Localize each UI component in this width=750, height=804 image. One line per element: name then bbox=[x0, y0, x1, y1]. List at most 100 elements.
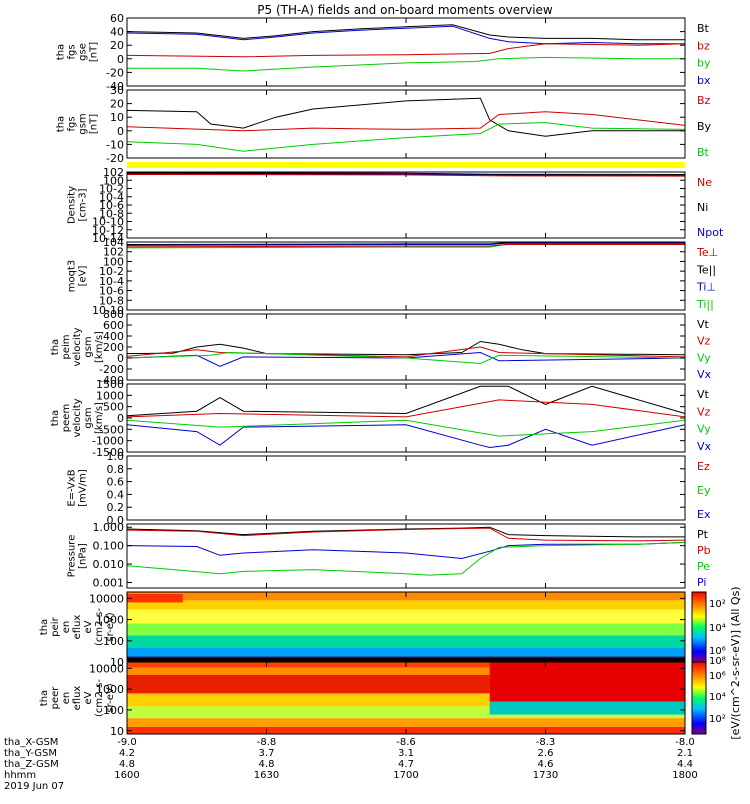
y-tick-label: 1.000 bbox=[93, 521, 125, 534]
legend-ez: Ez bbox=[697, 460, 710, 473]
y-tick-label: 0 bbox=[117, 53, 124, 66]
legend-npot: Npot bbox=[697, 226, 724, 239]
y-axis-label: tha bbox=[39, 690, 50, 706]
y-tick-label: 1000 bbox=[96, 614, 124, 627]
panel-6-series-4 bbox=[126, 399, 686, 418]
x-axis-tick-value: 2.1 bbox=[677, 748, 693, 759]
panel-1-series-1 bbox=[126, 25, 685, 45]
y-tick-label: 0.8 bbox=[107, 463, 125, 476]
legend-pi: Pi bbox=[697, 576, 706, 589]
y-tick-label: 102 bbox=[103, 246, 124, 259]
y-axis-label: eflux bbox=[72, 686, 83, 711]
x-axis-tick-value: -8.8 bbox=[257, 737, 277, 748]
panel-2-series-2 bbox=[126, 111, 686, 132]
panel-1-series-3 bbox=[126, 43, 686, 58]
plot-title: P5 (TH-A) fields and on-board moments ov… bbox=[257, 3, 553, 17]
y-axis-label: peem bbox=[61, 404, 72, 432]
y-tick-label: 10-14 bbox=[92, 232, 124, 245]
y-axis-label: fgs bbox=[67, 44, 78, 59]
y-axis-label: fgs bbox=[67, 116, 78, 131]
y-tick-label: 0.4 bbox=[107, 488, 125, 501]
y-tick-label: -500 bbox=[99, 423, 124, 436]
y-tick-label: 104 bbox=[103, 236, 124, 249]
spectrogram-band bbox=[127, 706, 685, 719]
x-axis-row-label: tha_Y-GSM bbox=[4, 748, 57, 759]
y-tick-label: 800 bbox=[103, 308, 124, 321]
y-axis-label: moqt3 bbox=[67, 260, 78, 293]
y-tick-label: 500 bbox=[103, 401, 124, 414]
y-tick-label: 20 bbox=[110, 98, 124, 111]
panel-8-series-2 bbox=[126, 527, 686, 542]
y-axis-label: tha bbox=[50, 339, 61, 355]
x-axis-tick-value: 4.8 bbox=[119, 759, 135, 770]
panel-frame bbox=[126, 241, 686, 311]
y-tick-label: 100 bbox=[103, 255, 124, 268]
y-axis-label: (cm2-s- bbox=[94, 608, 105, 646]
x-axis-row-label: tha_Z-GSM bbox=[4, 759, 59, 770]
y-axis-label: peim bbox=[61, 334, 72, 359]
spectrogram-band bbox=[127, 609, 685, 624]
colorbar-tick-label: 10² bbox=[709, 599, 726, 610]
y-axis-label: (cm2-s- bbox=[94, 679, 105, 717]
y-axis-label: peir bbox=[50, 616, 61, 636]
y-tick-label: 10-10 bbox=[92, 216, 124, 229]
colorbar-tick-label: 10² bbox=[709, 714, 726, 725]
legend-ni: Ni bbox=[697, 201, 708, 214]
colorbar-tick-label: 10⁶ bbox=[709, 646, 726, 657]
panel-10: 10 100 1000 10000 tha peer en eflux eV (cm2-s-sr-… bbox=[39, 661, 686, 738]
y-axis-label: [km/s] bbox=[94, 331, 105, 363]
legend-ne: Ne bbox=[697, 176, 712, 189]
colorbar-tick-label: 10⁴ bbox=[709, 692, 726, 703]
spectrogram-10 bbox=[127, 662, 685, 734]
legend-ey: Ey bbox=[697, 484, 711, 497]
y-axis-label: peer bbox=[50, 686, 61, 710]
legend-vz: Vz bbox=[697, 335, 711, 348]
y-tick-label: 0.001 bbox=[93, 576, 125, 589]
y-tick-label: 0.6 bbox=[107, 476, 125, 489]
colorbar-tick-label: 10⁸ bbox=[709, 656, 726, 667]
panel-5-series-1 bbox=[126, 340, 686, 356]
colorbar-tick-label: 10⁶ bbox=[709, 671, 726, 682]
legend-vt: Vt bbox=[697, 388, 710, 401]
legend-vy: Vy bbox=[697, 351, 711, 364]
y-axis-label: [nT] bbox=[89, 42, 100, 62]
x-axis-tick-value: -8.0 bbox=[675, 737, 695, 748]
x-axis-tick-value: 4.6 bbox=[538, 759, 554, 770]
colorbar-tick-label: 10⁴ bbox=[709, 623, 726, 634]
y-axis-label: eflux bbox=[72, 615, 83, 640]
legend-bt: Bt bbox=[697, 146, 710, 159]
y-axis-label: Density bbox=[67, 186, 78, 224]
y-tick-label: 100 bbox=[103, 704, 124, 717]
panel-8-series-3 bbox=[126, 541, 686, 560]
y-tick-label: -1000 bbox=[92, 435, 124, 448]
y-tick-label: 0 bbox=[117, 125, 124, 138]
panel-2-series-1 bbox=[126, 97, 685, 137]
x-axis-tick-value: -8.6 bbox=[396, 737, 416, 748]
spectrogram-band bbox=[127, 623, 685, 636]
y-axis-label: tha bbox=[56, 116, 67, 132]
legend-bt: Bt bbox=[697, 22, 710, 35]
y-tick-label: 10-6 bbox=[99, 285, 124, 298]
spectrogram-band bbox=[127, 635, 685, 648]
y-tick-label: 400 bbox=[103, 330, 124, 343]
legend-bz: Bz bbox=[697, 94, 711, 107]
x-axis-tick-value: 1800 bbox=[672, 770, 697, 781]
panel-6-series-3 bbox=[126, 419, 686, 437]
y-tick-label: 10-6 bbox=[99, 199, 124, 212]
legend-pe: Pe bbox=[697, 560, 710, 573]
colorbar-label: [eV/(cm^2-s-sr-eV)] (All Qs) bbox=[729, 586, 742, 739]
spectrogram-9 bbox=[127, 592, 685, 662]
y-tick-label: -1500 bbox=[92, 446, 124, 459]
y-tick-label: 100 bbox=[103, 635, 124, 648]
y-tick-label: 1500 bbox=[96, 378, 124, 391]
y-axis-label: [nT] bbox=[89, 114, 100, 134]
y-tick-label: -200 bbox=[99, 363, 124, 376]
y-tick-label: 10 bbox=[110, 111, 124, 124]
legend-bx: bx bbox=[697, 74, 711, 87]
y-tick-label: 1.0 bbox=[107, 450, 125, 463]
y-tick-label: 40 bbox=[110, 26, 124, 39]
y-tick-label: 600 bbox=[103, 319, 124, 332]
